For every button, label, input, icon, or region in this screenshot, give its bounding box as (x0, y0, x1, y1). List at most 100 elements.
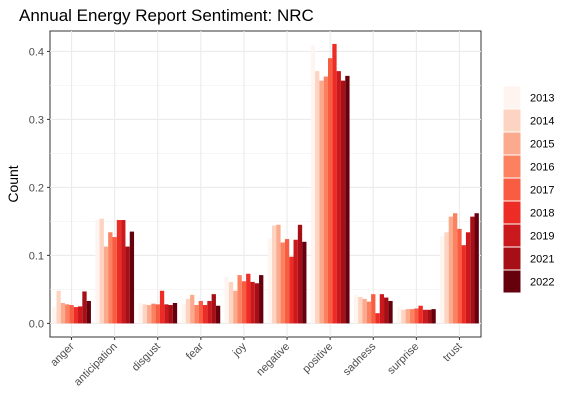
bar-fear-2013 (181, 304, 186, 324)
bar-anticipation-2013 (95, 220, 100, 324)
bar-disgust-2013 (138, 303, 143, 324)
bar-trust-2016 (452, 213, 458, 324)
legend-key-2021 (502, 246, 522, 271)
bar-surprise-2022 (431, 309, 436, 324)
bar-positive-2018 (332, 43, 337, 324)
bar-fear-2016 (194, 305, 199, 324)
bar-anticipation-2022 (129, 231, 135, 324)
bar-fear-2018 (203, 305, 208, 324)
bar-anger-2019 (78, 306, 83, 324)
bar-sadness-2021 (384, 297, 389, 324)
bar-negative-2016 (280, 242, 285, 324)
bar-trust-2019 (465, 232, 471, 324)
bar-anger-2016 (65, 304, 70, 324)
bar-negative-2022 (302, 241, 307, 324)
bar-anticipation-2015 (103, 246, 109, 324)
bars (52, 43, 479, 324)
bar-negative-2015 (276, 224, 281, 324)
legend-label-2017: 2017 (530, 185, 554, 197)
bar-disgust-2018 (159, 290, 165, 324)
bar-surprise-2016 (409, 309, 415, 324)
bar-trust-2017 (457, 228, 462, 324)
x-tick-label: disgust (130, 341, 163, 374)
bar-fear-2022 (215, 305, 221, 324)
bar-positive-2014 (315, 71, 320, 324)
bar-surprise-2015 (405, 309, 410, 324)
legend-key-2017 (502, 177, 522, 202)
legend-key-2022 (502, 269, 522, 294)
bar-positive-2022 (345, 75, 350, 324)
legend-key-2015 (502, 131, 522, 156)
bar-anger-2014 (56, 290, 61, 324)
x-tick-label: sadness (341, 340, 379, 378)
y-axis-label: Count (5, 165, 21, 202)
legend-label-2015: 2015 (530, 139, 554, 151)
bar-surprise-2017 (414, 308, 419, 324)
bar-joy-2019 (250, 281, 255, 324)
legend-label-2013: 2013 (530, 93, 554, 105)
x-tick-label: surprise (385, 341, 421, 377)
x-tick-label: positive (300, 341, 335, 376)
bar-joy-2016 (237, 275, 242, 324)
y-tick-label: 0.3 (29, 114, 44, 126)
bar-joy-2014 (228, 281, 234, 324)
x-tick-label: anticipation (72, 341, 120, 389)
bar-anticipation-2019 (121, 220, 126, 324)
bar-joy-2021 (254, 283, 260, 324)
bar-surprise-2021 (427, 309, 432, 324)
legend-key-2016 (502, 154, 522, 179)
bar-anger-2021 (82, 291, 87, 324)
bar-negative-2017 (284, 239, 290, 324)
bar-anger-2018 (73, 307, 79, 324)
x-tick-label: fear (184, 340, 206, 362)
bar-anger-2013 (52, 307, 57, 324)
bar-sadness-2015 (362, 298, 367, 324)
bar-trust-2018 (461, 245, 466, 324)
legend-key-2018 (502, 200, 522, 225)
bar-fear-2017 (198, 300, 203, 324)
bar-disgust-2016 (151, 303, 156, 324)
bar-negative-2021 (297, 224, 303, 324)
bar-sadness-2014 (358, 296, 363, 324)
legend-label-2016: 2016 (530, 162, 554, 174)
bar-joy-2022 (259, 275, 264, 324)
bar-trust-2014 (444, 232, 449, 324)
x-tick-label: negative (254, 341, 292, 379)
bar-surprise-2013 (396, 307, 402, 324)
bar-anticipation-2017 (112, 237, 117, 324)
bar-sadness-2018 (375, 313, 380, 324)
bar-positive-2013 (310, 45, 316, 324)
x-tick-label: joy (230, 340, 249, 359)
bar-anticipation-2018 (116, 220, 122, 324)
y-tick-label: 0.2 (29, 182, 44, 194)
bar-anger-2015 (60, 303, 66, 324)
bar-fear-2015 (190, 294, 195, 324)
bar-trust-2015 (448, 216, 453, 324)
y-tick-label: 0.0 (29, 318, 44, 330)
legend-key-2019 (502, 223, 522, 248)
bar-positive-2021 (340, 80, 346, 324)
legend-label-2014: 2014 (530, 116, 554, 128)
legend-label-2019: 2019 (530, 231, 554, 243)
bar-anticipation-2016 (108, 232, 113, 324)
bar-trust-2013 (440, 236, 445, 324)
bar-negative-2014 (271, 225, 277, 324)
x-tick-label: anger (48, 340, 77, 369)
bar-anger-2022 (86, 300, 91, 324)
bar-anticipation-2021 (125, 246, 130, 324)
bar-fear-2019 (207, 300, 212, 324)
legend-label-2022: 2022 (530, 277, 554, 289)
bar-anticipation-2014 (99, 218, 104, 324)
bar-fear-2021 (211, 294, 216, 324)
y-tick-label: 0.1 (29, 250, 44, 262)
x-tick-label: trust (441, 341, 465, 365)
bar-trust-2021 (470, 216, 475, 324)
bar-surprise-2018 (418, 305, 423, 324)
bar-sadness-2019 (379, 294, 385, 324)
bar-disgust-2022 (172, 303, 178, 324)
bar-negative-2013 (267, 238, 272, 324)
legend: 2013 2014 2015 2016 2017 2018 2019 2021 2022 (502, 85, 554, 294)
bar-surprise-2019 (422, 309, 428, 324)
